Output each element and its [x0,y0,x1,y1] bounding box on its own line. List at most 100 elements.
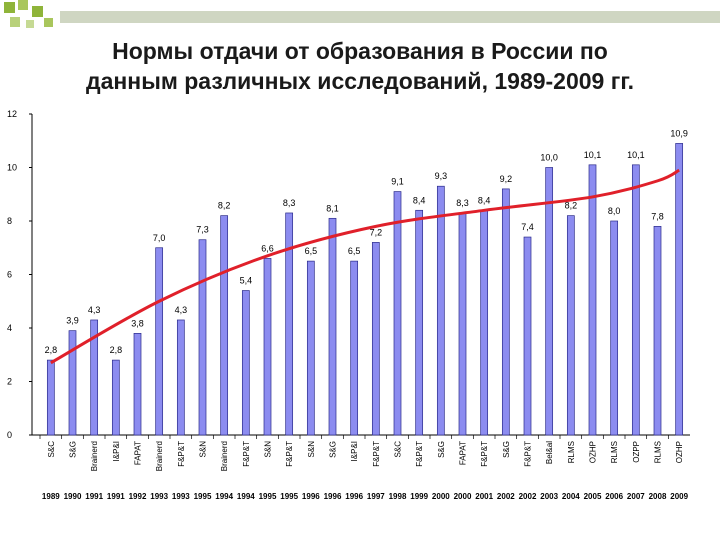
year-label: 2005 [584,492,602,501]
data-label: 9,2 [500,174,513,184]
category-label: RLMS [654,441,663,463]
data-label: 6,5 [305,246,318,256]
bar [285,212,294,436]
year-label: 2002 [519,492,537,501]
y-tick-label: 2 [7,377,12,387]
category-label: FAPAT [134,441,143,465]
bar [241,290,250,436]
header-green-square-2 [18,0,28,10]
y-tick-label: 6 [7,270,12,280]
category-label: F&P&T [242,441,251,467]
data-label: 4,3 [175,305,188,315]
category-label: Bel&al [545,441,554,464]
year-label: 2009 [670,492,688,501]
bar [653,226,662,436]
year-label: 1997 [367,492,385,501]
bar [328,217,337,436]
data-label: 3,8 [131,318,144,328]
category-label: F&P&T [177,441,186,467]
year-label: 2001 [475,492,493,501]
category-label: OZHP [589,441,598,463]
header-green-square-1 [4,2,15,13]
bar [480,209,489,436]
data-label: 8,4 [478,195,491,205]
data-label: 4,3 [88,305,101,315]
data-label: 8,0 [608,206,621,216]
year-label: 2007 [627,492,645,501]
category-label: S&N [307,441,316,458]
year-label: 1995 [194,492,212,501]
category-label: S&N [264,441,273,458]
data-label: 7,3 [196,225,209,235]
data-label: 8,3 [456,198,469,208]
year-label: 1992 [129,492,147,501]
trend-line [50,168,680,365]
data-label: 7,8 [651,211,664,221]
bar [631,164,640,436]
bar [176,319,185,436]
bar [155,247,164,436]
category-label: RLMS [567,441,576,463]
year-label: 2002 [497,492,515,501]
chart-bars [46,143,684,436]
category-label: S&G [502,441,511,458]
data-label: 8,4 [413,195,426,205]
category-label: FAPAT [459,441,468,465]
data-label: 8,2 [218,201,231,211]
category-label: I&P&I [350,441,359,461]
bar [198,239,207,436]
bar [68,330,77,436]
bar [133,333,142,436]
data-label: 10,1 [627,150,645,160]
category-label: S&G [437,441,446,458]
year-label: 1989 [42,492,60,501]
data-label: 6,5 [348,246,361,256]
data-label: 8,3 [283,198,296,208]
bar [306,260,315,436]
title-line-1: Нормы отдачи от образования в России по [112,38,608,64]
category-label: Brainerd [90,441,99,471]
category-label: F&P&T [415,441,424,467]
bar [111,359,120,436]
year-label: 2003 [540,492,558,501]
year-label: 1996 [324,492,342,501]
bar [90,319,99,436]
decorative-header-strip [4,0,720,28]
bar [545,167,554,436]
bar [675,143,684,436]
y-tick-label: 0 [7,430,12,440]
data-label: 8,2 [565,201,578,211]
bar [263,258,272,436]
data-label: 7,4 [521,222,534,232]
data-label: 9,1 [391,177,404,187]
data-label: 10,0 [540,153,558,163]
category-label: S&C [47,441,56,458]
y-tick-label: 10 [7,163,17,173]
year-label: 1995 [259,492,277,501]
year-label: 1995 [280,492,298,501]
y-tick-label: 4 [7,323,12,333]
category-label: F&P&T [524,441,533,467]
bar [501,188,510,436]
data-label: 7,0 [153,233,166,243]
header-gray-band [60,11,720,23]
category-label: F&P&T [285,441,294,467]
chart-category-labels: S&C S&G Brainerd I&P&I FAPAT Brainerd F&P&T S&N… [47,441,684,471]
year-label: 1990 [64,492,82,501]
year-label: 1996 [302,492,320,501]
year-label: 2000 [432,492,450,501]
category-label: S&G [329,441,338,458]
year-label: 1991 [107,492,125,501]
data-label: 7,2 [370,227,383,237]
chart-data-labels: 2,8 3,9 4,3 2,8 3,8 7,0 4,3 7,3 8,2 5,4 6,6 8,3 6,5 8… [45,128,688,355]
bar [350,260,359,436]
chart-trend [50,168,680,365]
category-label: OZPP [632,441,641,463]
bar [566,215,575,436]
category-label: Brainerd [220,441,229,471]
data-label: 10,1 [584,150,602,160]
data-label: 2,8 [110,345,123,355]
bar [588,164,597,436]
data-label: 5,4 [240,276,253,286]
